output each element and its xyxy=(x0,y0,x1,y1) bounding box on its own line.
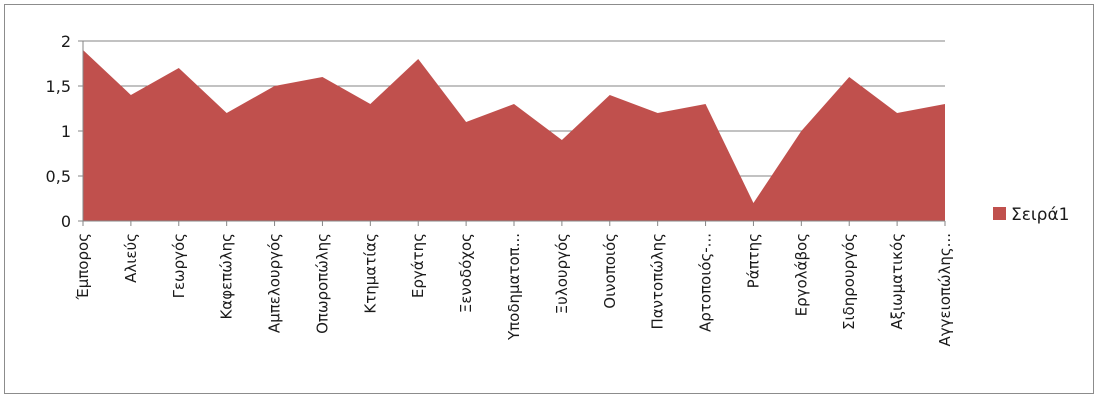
x-tick-label-0: Έμπορος xyxy=(74,233,92,300)
x-tick-label-6: Κτηματίας xyxy=(361,233,379,314)
y-tick-label-1: 0,5 xyxy=(46,167,71,186)
x-tick-label-13: Αρτοποιός-... xyxy=(697,233,715,332)
x-tick-label-3: Καφεπώλης xyxy=(218,233,236,320)
legend-label: Σειρά1 xyxy=(1011,205,1070,225)
x-tick-label-16: Σιδηρουργός xyxy=(840,233,858,330)
y-tick-labels: 0 0,5 1 1,5 2 xyxy=(46,32,71,231)
x-tick-label-7: Εργάτης xyxy=(409,233,427,298)
x-tick-label-11: Οινοποιός xyxy=(601,233,619,309)
area-series-1 xyxy=(83,50,945,221)
x-tick-label-12: Παντοπώλης xyxy=(649,233,667,330)
chart-area: 0 0,5 1 1,5 2 Έμπορος Αλιεύς Γεωργός Καφεπώλης Α… xyxy=(4,4,1094,394)
series-area xyxy=(82,49,946,221)
y-tick-label-3: 1,5 xyxy=(46,77,71,96)
x-tick-label-4: Αμπελουργός xyxy=(266,233,284,333)
x-tick-label-15: Εργολάβος xyxy=(792,233,810,316)
x-tick-label-17: Αξιωματικός xyxy=(888,233,906,330)
legend-swatch xyxy=(993,207,1006,220)
x-tick-label-5: Οπωροπώλης xyxy=(313,233,331,334)
legend: Σειρά1 xyxy=(993,205,1070,225)
x-tick-label-10: Ξυλουργός xyxy=(553,233,571,314)
x-tick-label-8: Ξενοδόχος xyxy=(457,233,475,313)
x-tick-label-14: Ράπτης xyxy=(744,233,762,288)
y-tick-label-2: 1 xyxy=(61,122,71,141)
axes xyxy=(78,40,946,226)
x-tick-label-2: Γεωργός xyxy=(170,233,188,298)
area-chart: 0 0,5 1 1,5 2 Έμπορος Αλιεύς Γεωργός Καφεπώλης Α… xyxy=(46,32,1070,346)
x-tick-label-18: Αγγειοπώλης... xyxy=(936,233,954,346)
y-tick-label-4: 2 xyxy=(61,32,71,51)
x-tick-label-1: Αλιεύς xyxy=(122,233,140,283)
y-tick-label-0: 0 xyxy=(61,212,71,231)
x-tick-labels: Έμπορος Αλιεύς Γεωργός Καφεπώλης Αμπελουργός… xyxy=(74,233,954,346)
x-tick-label-9: Υποδηματοπ... xyxy=(505,233,523,341)
